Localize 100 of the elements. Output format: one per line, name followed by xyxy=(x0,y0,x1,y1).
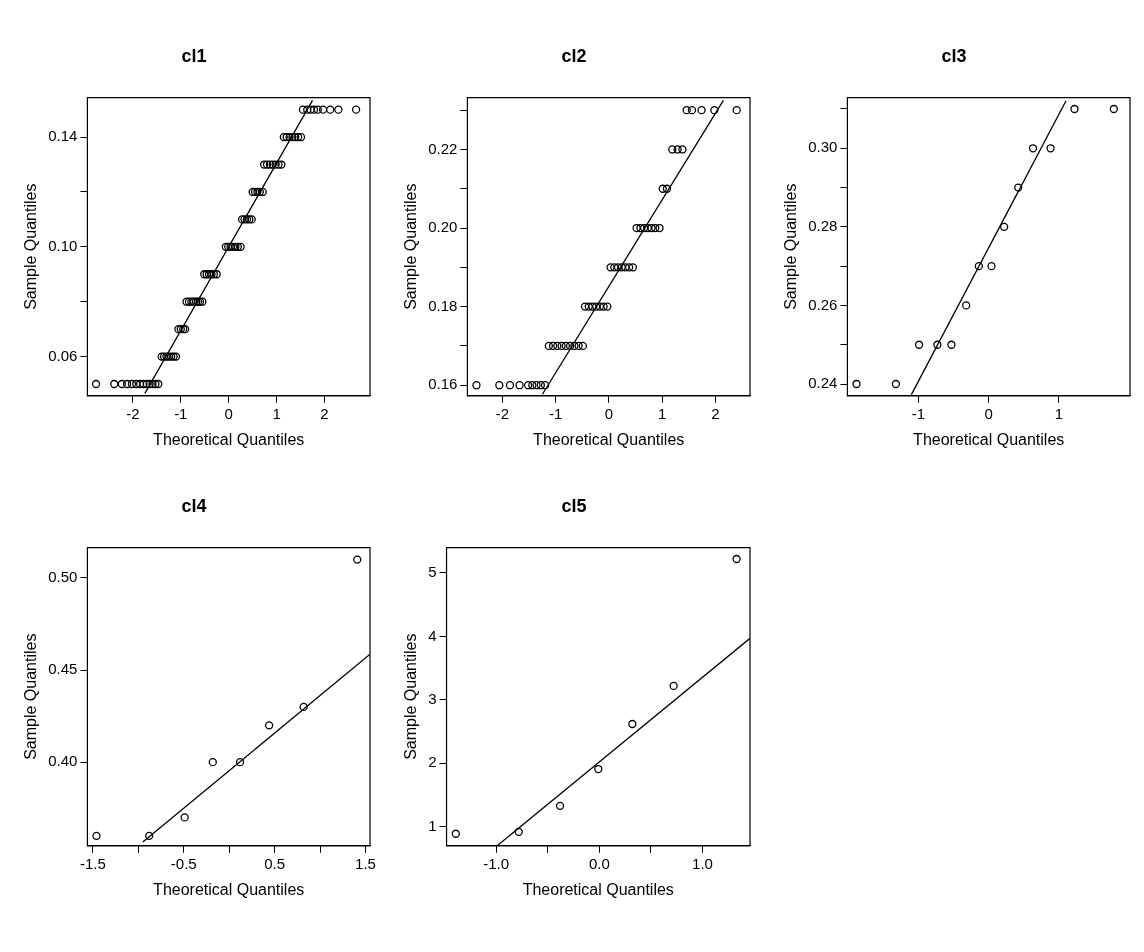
point xyxy=(613,263,623,272)
y-axis-title: Sample Quantiles xyxy=(22,183,40,310)
point xyxy=(561,341,570,351)
point xyxy=(235,758,245,767)
x-axis-title: Theoretical Quantiles xyxy=(913,430,1065,448)
point xyxy=(697,106,706,115)
point xyxy=(625,263,634,272)
y-tick-label: 1 xyxy=(428,816,437,834)
point xyxy=(1028,144,1038,153)
point xyxy=(974,262,984,271)
point xyxy=(651,223,660,233)
point xyxy=(208,758,217,767)
y-axis-title: Sample Quantiles xyxy=(782,183,800,310)
x-tick-label: 1.5 xyxy=(355,854,376,872)
x-tick-label: 1.0 xyxy=(692,854,713,872)
x-tick-label: -2 xyxy=(495,404,510,422)
y-tick-label: 0.50 xyxy=(48,568,78,586)
point xyxy=(628,263,638,272)
y-tick-label: 3 xyxy=(428,690,437,708)
point xyxy=(565,341,575,351)
point xyxy=(673,145,682,154)
point xyxy=(528,381,537,390)
chart-title: cl5 xyxy=(561,495,587,516)
point xyxy=(523,381,533,390)
point xyxy=(594,764,603,774)
point xyxy=(1109,104,1118,114)
point xyxy=(532,381,541,390)
x-axis-title: Theoretical Quantiles xyxy=(153,430,305,448)
point xyxy=(962,301,971,310)
point xyxy=(621,263,630,272)
chart-title: cl1 xyxy=(181,45,207,66)
x-tick-label: 0.5 xyxy=(264,854,286,872)
point xyxy=(180,813,189,822)
point xyxy=(580,302,590,311)
point xyxy=(603,302,612,311)
point xyxy=(584,302,593,311)
x-tick-label: 2 xyxy=(320,404,329,422)
x-tick-label: -2 xyxy=(126,404,140,422)
point xyxy=(668,145,677,154)
point xyxy=(264,721,274,730)
point xyxy=(451,829,460,838)
point xyxy=(588,302,597,311)
point xyxy=(891,379,901,389)
y-tick-label: 0.24 xyxy=(808,374,838,392)
y-tick-label: 4 xyxy=(428,626,437,644)
point xyxy=(639,223,649,233)
point xyxy=(636,223,645,233)
x-tick-label: 0 xyxy=(604,404,614,422)
y-tick-label: 0.22 xyxy=(428,139,458,157)
y-tick-label: 0.30 xyxy=(808,138,838,156)
y-tick-label: 0.10 xyxy=(48,236,78,254)
x-tick-label: 2 xyxy=(711,404,720,422)
y-tick-label: 0.16 xyxy=(428,375,458,393)
y-tick-label: 0.20 xyxy=(428,218,458,236)
point xyxy=(617,263,626,272)
point xyxy=(505,381,515,390)
point xyxy=(540,381,550,390)
point xyxy=(606,263,615,272)
point xyxy=(299,702,308,712)
point xyxy=(514,827,523,836)
point xyxy=(555,801,565,810)
point xyxy=(1000,222,1009,232)
y-tick-label: 0.28 xyxy=(808,217,838,234)
point xyxy=(495,381,504,390)
y-tick-label: 5 xyxy=(428,563,437,581)
y-tick-label: 0.40 xyxy=(48,752,78,770)
point xyxy=(732,554,741,564)
point xyxy=(732,106,741,115)
point xyxy=(1070,104,1079,114)
x-tick-label: 1 xyxy=(658,404,667,422)
point xyxy=(536,381,545,390)
x-axis-title: Theoretical Quantiles xyxy=(533,430,685,448)
point xyxy=(662,184,672,193)
point xyxy=(632,223,641,233)
point xyxy=(610,263,619,272)
point xyxy=(947,340,956,349)
point xyxy=(914,340,924,349)
point xyxy=(145,831,154,840)
point xyxy=(1014,183,1023,192)
point xyxy=(92,831,101,840)
y-tick-label: 0.06 xyxy=(48,346,78,364)
point xyxy=(592,302,601,311)
point xyxy=(353,555,362,564)
point xyxy=(548,341,558,351)
point xyxy=(682,106,691,115)
point xyxy=(1046,144,1055,153)
point xyxy=(515,381,524,390)
chart-title: cl2 xyxy=(561,45,587,66)
x-tick-label: -1 xyxy=(549,404,563,422)
y-axis-title: Sample Quantiles xyxy=(402,183,420,310)
x-tick-label: 1 xyxy=(1054,404,1064,422)
x-tick-label: 1 xyxy=(272,404,281,422)
y-axis-title: Sample Quantiles xyxy=(22,633,40,760)
point xyxy=(655,223,664,233)
x-tick-label: -1 xyxy=(174,404,188,422)
point xyxy=(710,106,719,115)
y-tick-label: 0.26 xyxy=(808,295,838,313)
x-axis-title: Theoretical Quantiles xyxy=(153,880,305,898)
point xyxy=(933,340,942,349)
point xyxy=(658,184,667,193)
